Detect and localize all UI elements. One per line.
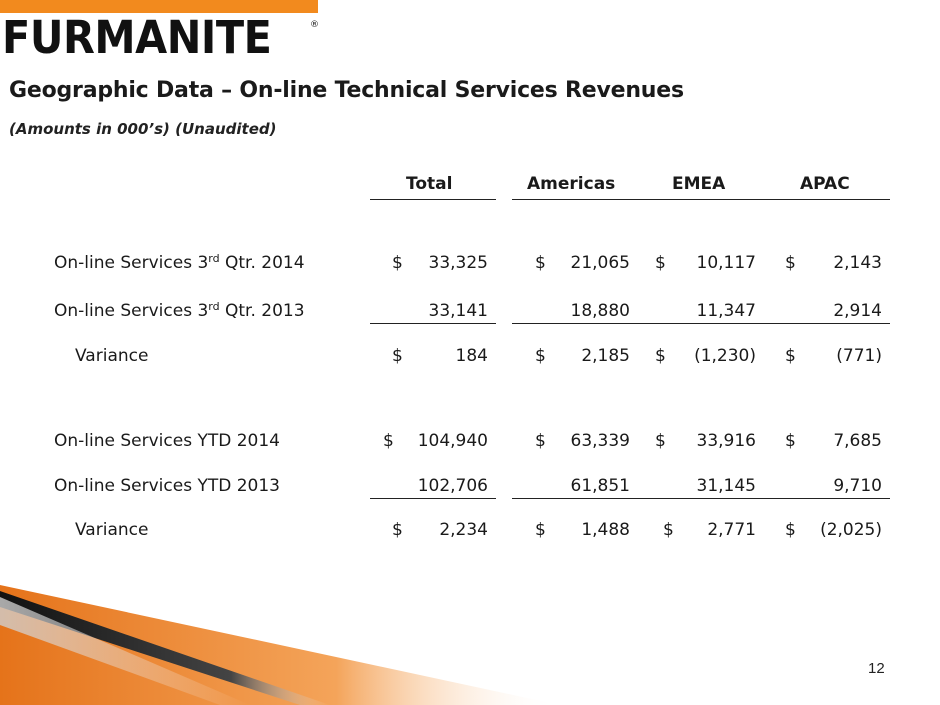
cell-apac: (2,025) xyxy=(820,520,882,540)
cell-emea: 11,347 xyxy=(696,301,756,321)
cell-total: 104,940 xyxy=(417,431,488,451)
dollar-sign: $ xyxy=(535,346,546,366)
dollar-sign: $ xyxy=(655,253,666,273)
dollar-sign: $ xyxy=(663,520,674,540)
row-label-ytd-2014: On-line Services YTD 2014 xyxy=(54,431,280,451)
row-label-q3-2014: On-line Services 3rd Qtr. 2014 xyxy=(54,252,305,273)
dollar-sign: $ xyxy=(785,520,796,540)
decorative-swoosh xyxy=(0,585,560,705)
cell-emea: 10,117 xyxy=(696,253,756,273)
cell-total: 184 xyxy=(455,346,488,366)
logo-wordmark: FURMANITE xyxy=(2,11,272,64)
cell-americas: 61,851 xyxy=(570,476,630,496)
dollar-sign: $ xyxy=(392,253,403,273)
row-label-q3-2013: On-line Services 3rd Qtr. 2013 xyxy=(54,300,305,321)
dollar-sign: $ xyxy=(392,346,403,366)
cell-emea: 31,145 xyxy=(696,476,756,496)
cell-total: 102,706 xyxy=(417,476,488,496)
subtotal-underline-regions xyxy=(512,323,890,324)
cell-apac: 2,143 xyxy=(833,253,882,273)
cell-americas: 2,185 xyxy=(581,346,630,366)
header-apac: APAC xyxy=(800,174,850,194)
subtotal-underline-regions xyxy=(512,498,890,499)
dollar-sign: $ xyxy=(383,431,394,451)
dollar-sign: $ xyxy=(785,346,796,366)
header-total: Total xyxy=(406,174,453,194)
cell-apac: 9,710 xyxy=(833,476,882,496)
furmanite-logo: FURMANITE ® xyxy=(2,11,320,64)
header-total-group: Total xyxy=(370,174,496,200)
slide-title: Geographic Data – On-line Technical Serv… xyxy=(9,78,684,103)
dollar-sign: $ xyxy=(535,520,546,540)
header-emea: EMEA xyxy=(672,174,726,194)
cell-americas: 18,880 xyxy=(570,301,630,321)
cell-apac: (771) xyxy=(836,346,882,366)
page-number: 12 xyxy=(868,660,885,677)
subtotal-underline-total xyxy=(370,323,496,324)
row-label-variance-q3: Variance xyxy=(75,346,149,366)
cell-total: 33,325 xyxy=(428,253,488,273)
cell-apac: 7,685 xyxy=(833,431,882,451)
cell-emea: 33,916 xyxy=(696,431,756,451)
cell-emea: (1,230) xyxy=(694,346,756,366)
cell-americas: 63,339 xyxy=(570,431,630,451)
cell-emea: 2,771 xyxy=(707,520,756,540)
logo-accent-bar xyxy=(0,0,318,13)
subtotal-underline-total xyxy=(370,498,496,499)
header-americas: Americas xyxy=(527,174,616,194)
cell-total: 2,234 xyxy=(439,520,488,540)
cell-apac: 2,914 xyxy=(833,301,882,321)
cell-americas: 1,488 xyxy=(581,520,630,540)
row-label-ytd-2013: On-line Services YTD 2013 xyxy=(54,476,280,496)
cell-total: 33,141 xyxy=(428,301,488,321)
registered-mark: ® xyxy=(310,20,319,30)
dollar-sign: $ xyxy=(535,431,546,451)
header-regions-group: Americas EMEA APAC xyxy=(512,174,890,200)
row-label-variance-ytd: Variance xyxy=(75,520,149,540)
dollar-sign: $ xyxy=(785,431,796,451)
dollar-sign: $ xyxy=(392,520,403,540)
dollar-sign: $ xyxy=(535,253,546,273)
dollar-sign: $ xyxy=(655,346,666,366)
slide-subtitle: (Amounts in 000’s) (Unaudited) xyxy=(9,120,277,138)
dollar-sign: $ xyxy=(655,431,666,451)
cell-americas: 21,065 xyxy=(570,253,630,273)
dollar-sign: $ xyxy=(785,253,796,273)
